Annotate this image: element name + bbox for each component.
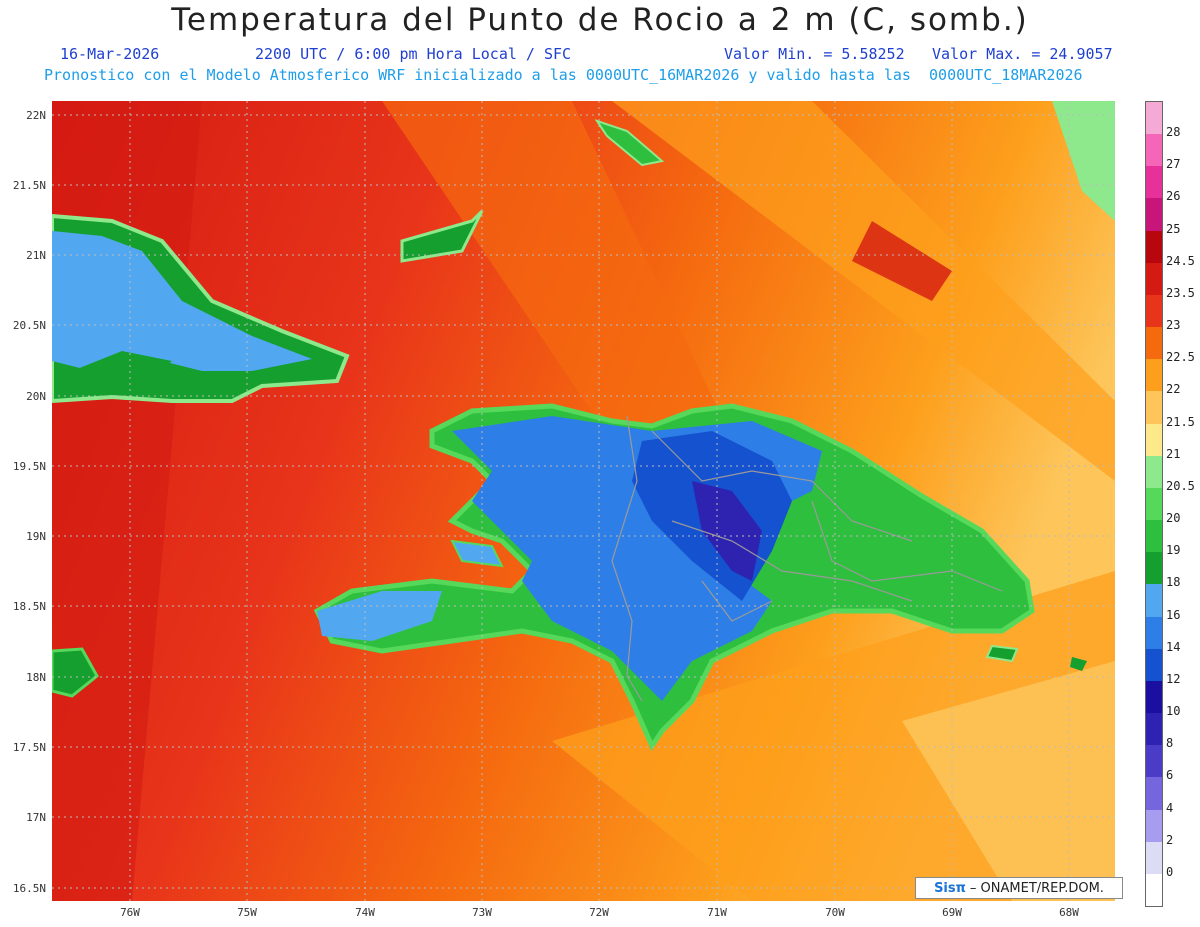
- land-saona: [985, 644, 1019, 663]
- forecast-date: 16-Mar-2026: [60, 45, 160, 63]
- land-haiti-south: [317, 591, 442, 641]
- colorbar-segment: [1146, 487, 1162, 521]
- lat-label: 21.5N: [12, 179, 46, 192]
- lat-label: 19N: [26, 530, 46, 543]
- colorbar-label: 28: [1166, 125, 1181, 140]
- colorbar: [1145, 101, 1163, 907]
- colorbar-segment: [1146, 423, 1162, 456]
- colorbar-label: 21.5: [1166, 414, 1195, 429]
- lat-label: 20N: [26, 390, 46, 403]
- colorbar-label: 2: [1166, 832, 1174, 847]
- colorbar-label: 27: [1166, 157, 1181, 172]
- colorbar-label: 4: [1166, 800, 1174, 815]
- dewpoint-band: [382, 101, 752, 501]
- colorbar-label: 16: [1166, 607, 1181, 622]
- colorbar-label: 26: [1166, 189, 1181, 204]
- colorbar-label: 23.5: [1166, 285, 1195, 300]
- dewpoint-map: [52, 101, 1115, 901]
- colorbar-segment: [1146, 713, 1162, 746]
- grid-lines: [52, 101, 1115, 901]
- colorbar-label: 23: [1166, 318, 1181, 333]
- map-canvas: [52, 101, 1115, 901]
- land-turks-caicos: [594, 119, 665, 167]
- lon-label: 74W: [355, 906, 375, 919]
- lat-label: 17N: [26, 811, 46, 824]
- colorbar-segment: [1146, 294, 1162, 328]
- colorbar-label: 8: [1166, 736, 1174, 751]
- credit-text: – ONAMET/REP.DOM.: [969, 880, 1104, 896]
- lat-label: 20.5N: [12, 319, 46, 332]
- colorbar-label: 21: [1166, 446, 1181, 461]
- max-value: Valor Max. = 24.9057: [932, 45, 1113, 63]
- colorbar-segment: [1146, 777, 1162, 810]
- colorbar-label: 20.5: [1166, 478, 1195, 493]
- land-inagua: [400, 209, 484, 263]
- land-gonave: [450, 539, 504, 568]
- colorbar-segment: [1146, 134, 1162, 167]
- colorbar-label: 0: [1166, 864, 1174, 879]
- lat-label: 16.5N: [12, 882, 46, 895]
- colorbar-segment: [1146, 327, 1162, 360]
- lat-label: 17.5N: [12, 741, 46, 754]
- colorbar-label: 18: [1166, 575, 1181, 590]
- lon-label: 68W: [1059, 906, 1079, 919]
- lat-label: 18.5N: [12, 600, 46, 613]
- colorbar-segment: [1146, 102, 1162, 135]
- lon-label: 75W: [237, 906, 257, 919]
- colorbar-label: 19: [1166, 543, 1181, 558]
- lat-label: 18N: [26, 671, 46, 684]
- lon-label: 71W: [707, 906, 727, 919]
- model-init-line: Pronostico con el Modelo Atmosferico WRF…: [44, 66, 1083, 84]
- colorbar-label: 6: [1166, 768, 1174, 783]
- colorbar-segment: [1146, 809, 1162, 842]
- lon-label: 72W: [589, 906, 609, 919]
- province-borders: [611, 415, 1003, 702]
- colorbar-segment: [1146, 391, 1162, 424]
- colorbar-label: 20: [1166, 511, 1181, 526]
- chart-title: Temperatura del Punto de Rocio a 2 m (C,…: [171, 2, 1029, 38]
- land-cuba-coast: [72, 351, 172, 391]
- lat-label: 19.5N: [12, 460, 46, 473]
- lon-label: 70W: [825, 906, 845, 919]
- colorbar-label: 22: [1166, 382, 1181, 397]
- dewpoint-band: [1052, 101, 1115, 221]
- colorbar-label: 12: [1166, 671, 1181, 686]
- colorbar-segment: [1146, 262, 1162, 295]
- lon-label: 73W: [472, 906, 492, 919]
- colorbar-segment: [1146, 166, 1162, 199]
- colorbar-segment: [1146, 552, 1162, 585]
- dewpoint-band: [612, 101, 1115, 481]
- colorbar-segment: [1146, 230, 1162, 263]
- colorbar-segment: [1146, 520, 1162, 553]
- colorbar-segment: [1146, 745, 1162, 778]
- colorbar-segment: [1146, 616, 1162, 649]
- colorbar-label: 14: [1166, 639, 1181, 654]
- dewpoint-band: [852, 221, 952, 301]
- colorbar-label: 22.5: [1166, 350, 1195, 365]
- colorbar-segment: [1146, 648, 1162, 681]
- dewpoint-band: [902, 661, 1115, 901]
- lat-label: 21N: [26, 249, 46, 262]
- sispi-logo: Sisπ: [934, 880, 966, 896]
- colorbar-label: 24.5: [1166, 253, 1195, 268]
- min-value: Valor Min. = 5.58252: [724, 45, 905, 63]
- land-jamaica: [52, 647, 99, 698]
- lon-label: 76W: [120, 906, 140, 919]
- forecast-time: 2200 UTC / 6:00 pm Hora Local / SFC: [255, 45, 572, 63]
- colorbar-segment: [1146, 359, 1162, 392]
- colorbar-segment: [1146, 455, 1162, 488]
- colorbar-segment: [1146, 841, 1162, 874]
- land-peaks: [692, 481, 762, 581]
- colorbar-label: 25: [1166, 221, 1181, 236]
- colorbar-segment: [1146, 873, 1162, 906]
- colorbar-segment: [1146, 584, 1162, 617]
- colorbar-segment: [1146, 198, 1162, 231]
- land-mona: [1070, 657, 1087, 671]
- colorbar-segment: [1146, 680, 1162, 714]
- credit-box: Sisπ – ONAMET/REP.DOM.: [915, 877, 1123, 899]
- lon-label: 69W: [942, 906, 962, 919]
- lat-label: 22N: [26, 109, 46, 122]
- colorbar-label: 10: [1166, 704, 1181, 719]
